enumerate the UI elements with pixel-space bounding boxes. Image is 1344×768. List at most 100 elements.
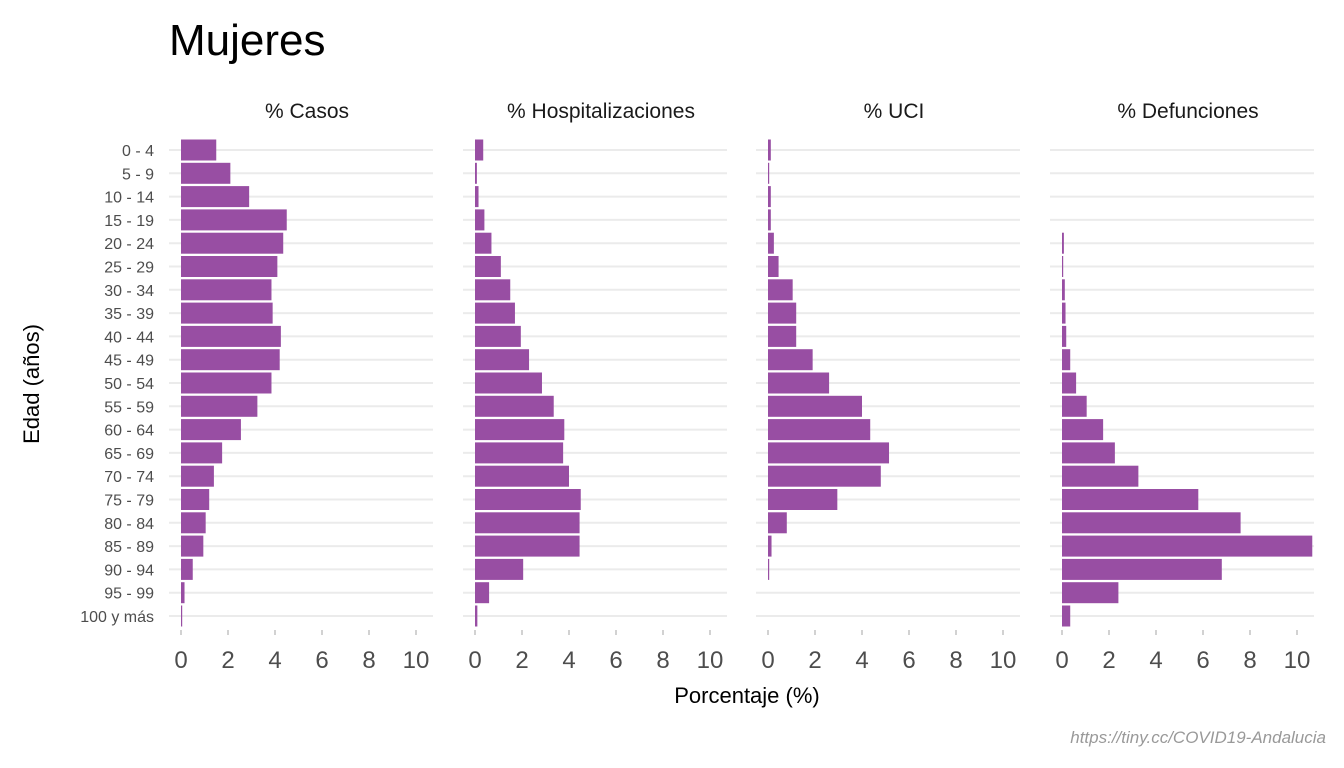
bar — [475, 605, 478, 627]
bar — [768, 395, 862, 417]
bar — [181, 302, 273, 324]
y-tick-label: 20 - 24 — [104, 236, 154, 253]
y-tick-label: 5 - 9 — [122, 166, 154, 183]
bar — [475, 279, 511, 301]
x-axis-title: Porcentaje (%) — [674, 683, 820, 708]
y-tick-label: 100 y más — [80, 609, 154, 626]
bar — [768, 419, 871, 441]
x-tick-label: 10 — [697, 647, 724, 674]
x-tick-label: 8 — [656, 647, 669, 674]
facet-label: % UCI — [864, 100, 925, 123]
facet-panel: % Hospitalizaciones 0 2 4 6 8 10 — [463, 100, 727, 674]
bar — [181, 558, 193, 580]
bar — [181, 372, 272, 394]
bar — [181, 162, 231, 184]
x-tick-label: 2 — [808, 647, 821, 674]
facet-label: % Casos — [265, 100, 349, 123]
bar — [1062, 582, 1119, 604]
bar — [1062, 349, 1071, 371]
x-tick-label: 6 — [902, 647, 915, 674]
y-tick-label: 70 - 74 — [104, 469, 154, 486]
y-tick-label: 45 - 49 — [104, 353, 154, 370]
bar — [1062, 372, 1077, 394]
bar — [768, 209, 771, 231]
bar — [768, 465, 881, 487]
bar — [181, 349, 280, 371]
facet-panel: % UCI 0 2 4 6 8 10 — [756, 100, 1020, 674]
bar — [1062, 489, 1199, 510]
bar — [475, 489, 581, 510]
bar — [475, 512, 580, 534]
bar — [768, 186, 771, 208]
y-tick-label: 80 - 84 — [104, 516, 154, 533]
y-tick-label: 15 - 19 — [104, 213, 154, 230]
bar — [181, 512, 206, 534]
bar — [181, 419, 241, 441]
bar — [768, 489, 838, 510]
y-tick-label: 10 - 14 — [104, 190, 154, 207]
chart-title: Mujeres — [169, 16, 326, 65]
x-tick-label: 6 — [315, 647, 328, 674]
x-tick-label: 4 — [1149, 647, 1162, 674]
x-tick-label: 4 — [562, 647, 575, 674]
x-tick-label: 8 — [949, 647, 962, 674]
x-tick-label: 0 — [468, 647, 481, 674]
bar — [768, 279, 793, 301]
bar — [181, 209, 287, 231]
bar — [768, 558, 770, 580]
bar — [475, 302, 515, 324]
bar — [475, 209, 485, 231]
bar — [1062, 419, 1104, 441]
bar — [475, 558, 524, 580]
y-tick-label: 0 - 4 — [122, 143, 154, 160]
bar — [1062, 302, 1066, 324]
bar — [1062, 325, 1067, 347]
bar — [181, 256, 278, 277]
x-tick-label: 0 — [761, 647, 774, 674]
bar — [1062, 395, 1087, 417]
bar — [475, 232, 492, 254]
bar — [768, 139, 771, 161]
y-tick-label: 25 - 29 — [104, 260, 154, 277]
x-tick-label: 8 — [1243, 647, 1256, 674]
y-tick-label: 55 - 59 — [104, 399, 154, 416]
bar — [181, 186, 250, 208]
chart-caption: https://tiny.cc/COVID19-Andalucia — [1070, 728, 1326, 747]
bar — [475, 372, 542, 394]
bar — [1062, 535, 1313, 557]
bar — [181, 605, 183, 627]
bar — [475, 465, 569, 487]
y-axis-labels: 0 - 4 5 - 9 10 - 14 15 - 19 20 - 24 25 - 29 30… — [80, 143, 154, 626]
facet-label: % Defunciones — [1117, 100, 1258, 123]
y-tick-label: 60 - 64 — [104, 423, 154, 440]
y-tick-label: 95 - 99 — [104, 586, 154, 603]
bar — [181, 325, 281, 347]
bar — [181, 535, 204, 557]
bar — [768, 162, 770, 184]
bar — [475, 256, 501, 277]
bar — [768, 302, 797, 324]
y-tick-label: 90 - 94 — [104, 562, 154, 579]
bar — [1062, 512, 1241, 534]
x-tick-label: 2 — [221, 647, 234, 674]
x-tick-label: 6 — [1196, 647, 1209, 674]
y-tick-label: 75 - 79 — [104, 493, 154, 510]
bar — [475, 582, 490, 604]
y-tick-label: 35 - 39 — [104, 306, 154, 323]
bar — [475, 395, 554, 417]
y-tick-label: 30 - 34 — [104, 283, 154, 300]
x-tick-label: 4 — [855, 647, 868, 674]
bar — [768, 442, 890, 464]
x-tick-label: 0 — [1055, 647, 1068, 674]
bar — [181, 489, 210, 510]
facet-panel: % Defunciones 0 2 4 6 8 10 — [1050, 100, 1314, 674]
bar — [1062, 232, 1064, 254]
bar — [181, 139, 217, 161]
bar — [768, 232, 774, 254]
y-tick-label: 40 - 44 — [104, 329, 154, 346]
bar — [1062, 605, 1071, 627]
bar — [181, 232, 284, 254]
bar — [768, 256, 779, 277]
bar — [475, 349, 530, 371]
